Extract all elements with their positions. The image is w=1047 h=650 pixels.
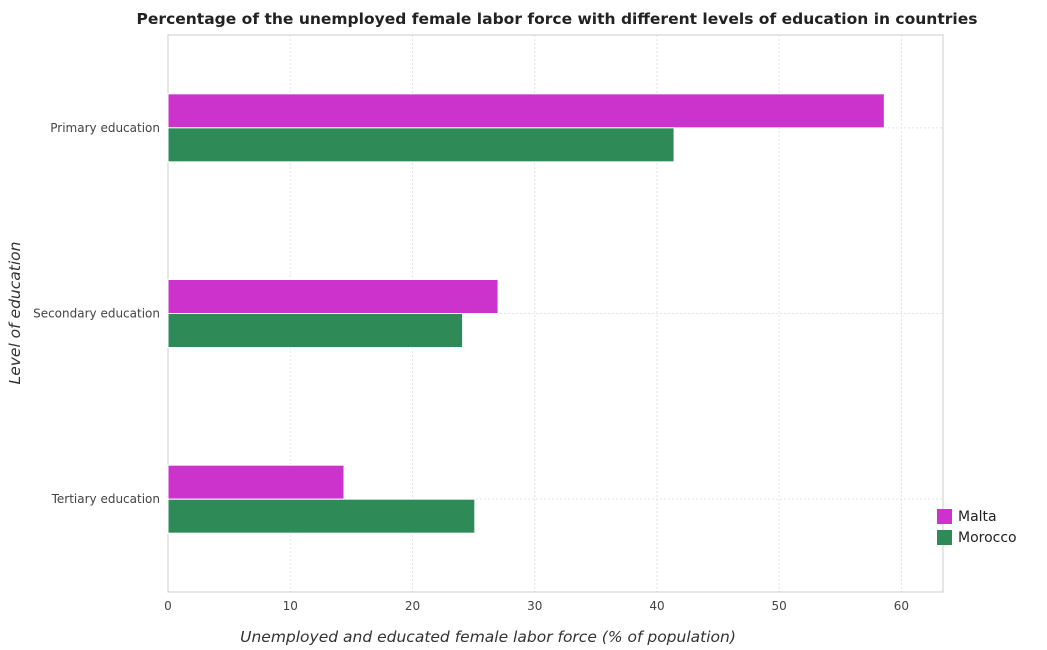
bar-morocco-primary-education xyxy=(167,127,675,163)
legend-label-morocco: Morocco xyxy=(958,530,1017,546)
x-tick-label: 30 xyxy=(527,599,542,613)
bar-malta-primary-education xyxy=(167,93,885,129)
bars xyxy=(167,93,885,534)
y-tick-label: Secondary education xyxy=(33,307,160,321)
x-tick-label: 10 xyxy=(283,599,298,613)
legend-swatch-morocco xyxy=(937,530,952,545)
y-tick-label: Primary education xyxy=(50,121,160,135)
bar-malta-secondary-education xyxy=(167,279,499,314)
bar-malta-tertiary-education xyxy=(167,464,345,500)
legend-swatch-malta xyxy=(937,509,952,524)
x-tick-labels: 0 10 20 30 40 50 60 xyxy=(164,599,909,613)
y-tick-labels: Primary education Secondary education Tert… xyxy=(33,121,160,506)
x-tick-label: 0 xyxy=(164,599,172,613)
x-tick-label: 50 xyxy=(772,599,787,613)
bar-morocco-secondary-education xyxy=(167,313,464,348)
y-tick-label: Tertiary education xyxy=(51,492,160,506)
x-tick-label: 60 xyxy=(894,599,909,613)
bar-morocco-tertiary-education xyxy=(167,498,476,534)
x-tick-label: 40 xyxy=(649,599,664,613)
y-axis-label: Level of education xyxy=(6,242,24,385)
legend: Malta Morocco xyxy=(937,509,1017,546)
x-tick-label: 20 xyxy=(405,599,420,613)
chart-title: Percentage of the unemployed female labo… xyxy=(137,10,978,28)
legend-label-malta: Malta xyxy=(958,509,997,525)
x-axis-label: Unemployed and educated female labor for… xyxy=(240,628,736,646)
